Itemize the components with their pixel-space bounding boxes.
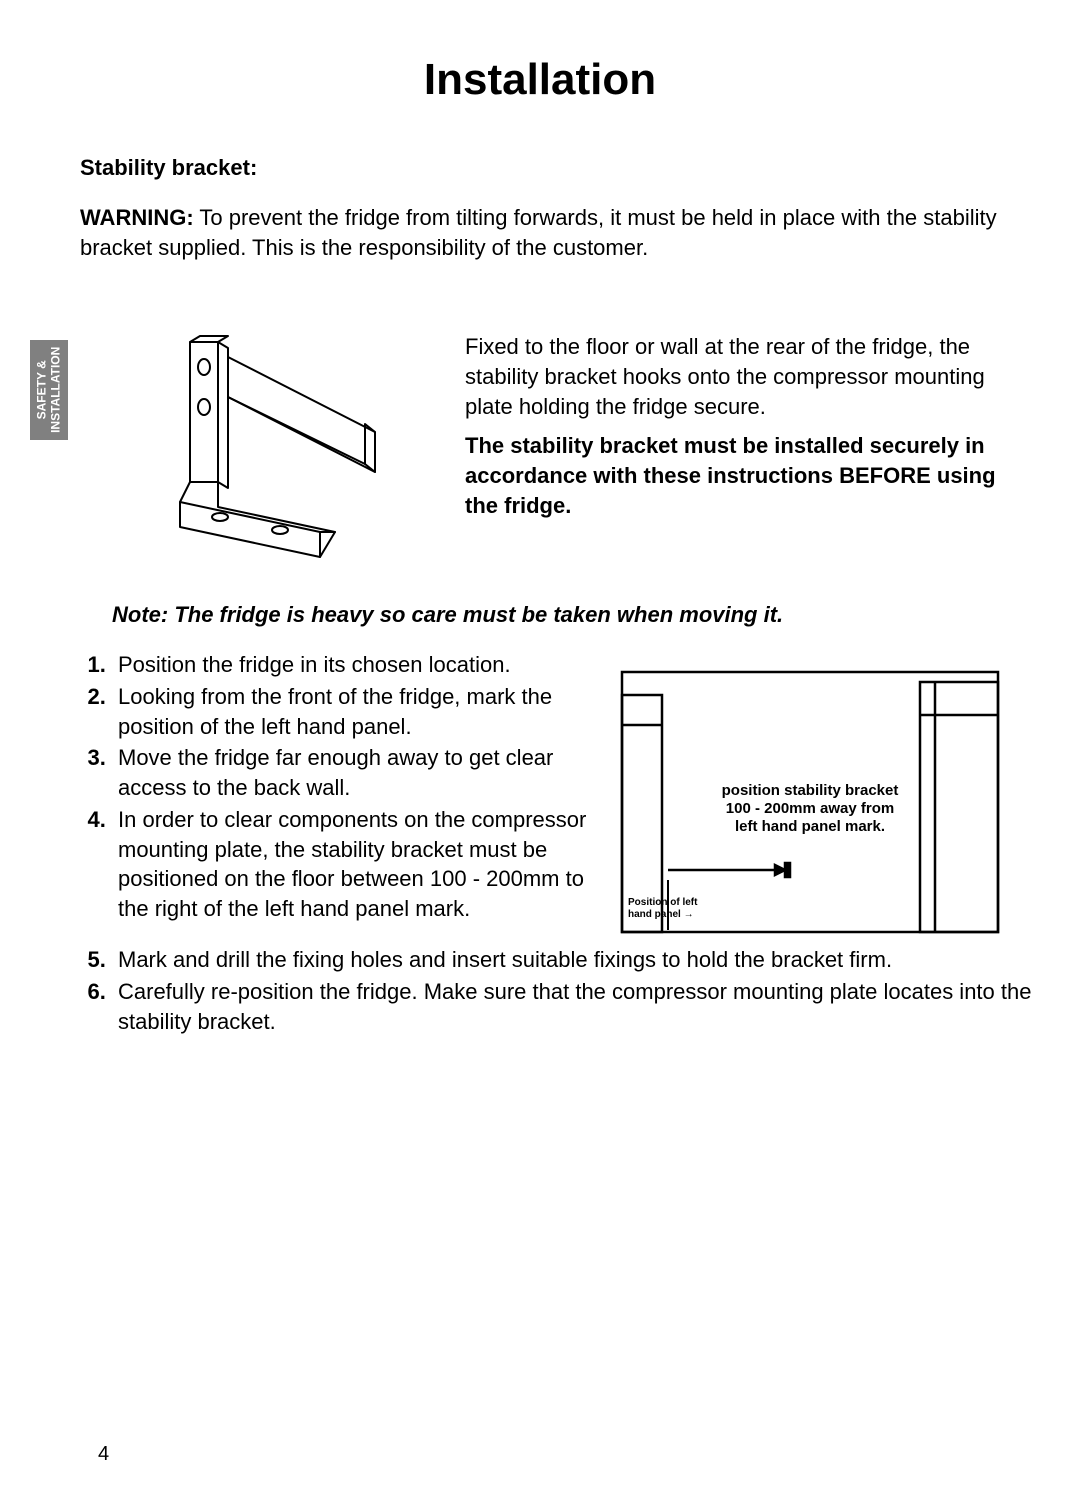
diagram-caption-2: 100 - 200mm away from [726,800,894,817]
step-item: In order to clear components on the comp… [112,805,595,924]
position-diagram: position stability bracket 100 - 200mm a… [620,670,1000,945]
steps-list: Position the fridge in its chosen locati… [80,650,595,925]
page: Installation SAFETY & INSTALLATION Stabi… [0,0,1080,1511]
step-item: Mark and drill the fixing holes and inse… [112,945,1032,975]
steps-list-continued: Mark and drill the fixing holes and inse… [80,945,1032,1036]
page-number: 4 [98,1443,109,1466]
step-item: Looking from the front of the fridge, ma… [112,682,595,741]
steps-row: Position the fridge in its chosen locati… [80,650,1000,945]
side-tab-line1: SAFETY & [34,360,48,419]
bracket-row: Fixed to the floor or wall at the rear o… [140,332,1000,567]
diagram-small-2: hand panel [628,909,681,920]
side-tab: SAFETY & INSTALLATION [30,340,68,440]
bracket-text-column: Fixed to the floor or wall at the rear o… [465,332,1000,567]
warning-text: To prevent the fridge from tilting forwa… [80,205,997,260]
diagram-caption-1: position stability bracket [722,782,899,799]
diagram-small-1: Position of left [628,897,698,908]
bracket-figure [140,332,440,567]
side-tab-label: SAFETY & INSTALLATION [35,347,63,433]
bracket-desc-1: Fixed to the floor or wall at the rear o… [465,332,1000,421]
diagram-caption-3: left hand panel mark. [735,818,885,835]
step-item: Position the fridge in its chosen locati… [112,650,595,680]
svg-text:hand panel →: hand panel → [628,909,694,920]
step-item: Move the fridge far enough away to get c… [112,743,595,802]
step-item: Carefully re-position the fridge. Make s… [112,977,1032,1036]
warning-paragraph: WARNING: To prevent the fridge from tilt… [80,203,1000,262]
warning-label: WARNING: [80,205,194,230]
side-tab-line2: INSTALLATION [48,347,62,433]
bracket-desc-2: The stability bracket must be installed … [465,431,1000,520]
section-heading: Stability bracket: [80,155,1000,181]
page-title: Installation [80,55,1000,105]
note-text: Note: The fridge is heavy so care must b… [112,602,1000,628]
